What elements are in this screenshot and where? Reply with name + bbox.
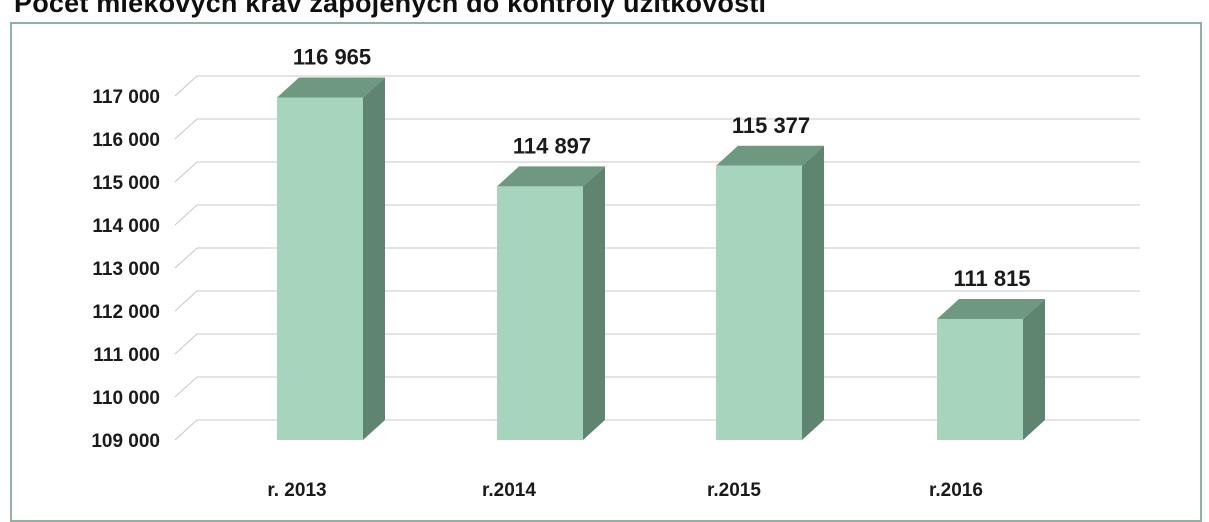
y-axis-ticks: 109 000 110 000 111 000 112 000 113 000 114 0… — [91, 87, 160, 452]
gridline-diagonal — [174, 118, 198, 140]
y-tick-label: 115 000 — [92, 173, 160, 194]
x-category-label: r.2016 — [929, 480, 983, 501]
data-label: 111 815 — [953, 266, 1030, 291]
gridline-diagonal — [174, 376, 198, 398]
gridline-diagonal — [174, 333, 198, 355]
data-label: 114 897 — [513, 133, 591, 158]
bar-top — [937, 298, 1045, 319]
gridline-diagonal — [174, 247, 198, 269]
x-category-label: r.2014 — [482, 480, 536, 501]
x-category-label: r.2015 — [707, 480, 761, 501]
bar — [937, 318, 1023, 440]
bar-side — [363, 77, 385, 440]
data-label: 116 965 — [293, 45, 371, 70]
gridline-diagonal — [174, 75, 198, 97]
y-tick-label: 109 000 — [91, 431, 160, 452]
bar-top — [277, 77, 385, 98]
data-label: 115 377 — [732, 113, 810, 138]
bar — [277, 97, 363, 440]
y-tick-label: 111 000 — [93, 345, 160, 366]
bar-side — [1023, 298, 1045, 440]
bar — [716, 165, 802, 440]
bar-top — [497, 166, 605, 187]
gridline-diagonal — [174, 204, 198, 226]
bars — [277, 77, 1045, 440]
y-tick-label: 117 000 — [92, 87, 160, 108]
x-category-label: r. 2013 — [267, 480, 326, 501]
bar — [497, 186, 583, 440]
y-tick-label: 116 000 — [92, 130, 160, 151]
y-tick-label: 112 000 — [92, 302, 160, 323]
bar-side — [802, 145, 824, 440]
data-labels: 116 965 114 897 115 377 111 815 — [293, 45, 1031, 291]
gridline-diagonal — [174, 290, 198, 312]
bar-side — [583, 166, 605, 440]
x-axis-categories: r. 2013 r.2014 r.2015 r.2016 — [267, 480, 983, 501]
bar-top — [716, 145, 824, 166]
y-tick-label: 110 000 — [92, 388, 160, 409]
y-tick-label: 113 000 — [92, 259, 160, 280]
chart-title: Počet mlékových krav zapojených do kontr… — [14, 0, 767, 18]
gridline-diagonal — [174, 161, 198, 183]
y-tick-label: 114 000 — [92, 216, 160, 237]
gridline-diagonal — [174, 419, 198, 441]
